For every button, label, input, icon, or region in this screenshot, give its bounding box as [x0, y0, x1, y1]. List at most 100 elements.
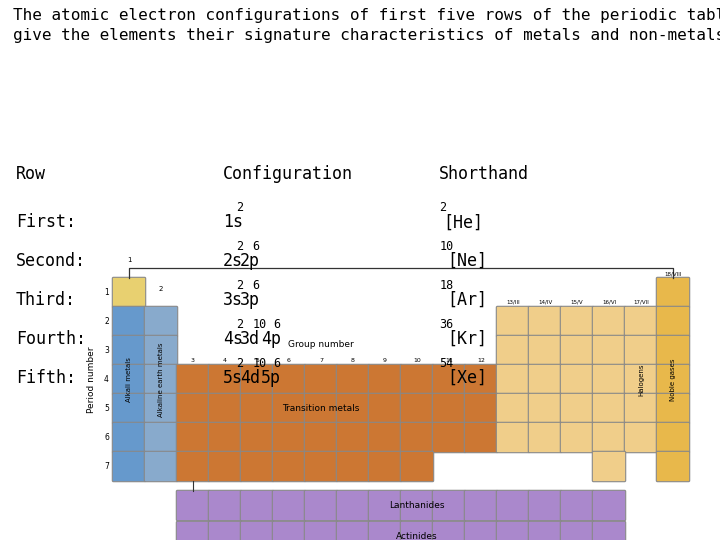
Text: 3: 3	[191, 358, 195, 363]
Text: 2: 2	[236, 318, 243, 331]
FancyBboxPatch shape	[560, 306, 594, 337]
FancyBboxPatch shape	[496, 306, 530, 337]
FancyBboxPatch shape	[240, 451, 274, 482]
Text: 2p: 2p	[240, 252, 260, 270]
FancyBboxPatch shape	[336, 521, 369, 540]
FancyBboxPatch shape	[272, 422, 306, 453]
Text: 1s: 1s	[223, 213, 243, 231]
FancyBboxPatch shape	[593, 521, 626, 540]
FancyBboxPatch shape	[496, 364, 530, 395]
FancyBboxPatch shape	[560, 422, 594, 453]
FancyBboxPatch shape	[112, 306, 145, 337]
FancyBboxPatch shape	[369, 451, 402, 482]
FancyBboxPatch shape	[305, 364, 338, 395]
Text: 4d: 4d	[240, 369, 260, 387]
FancyBboxPatch shape	[240, 490, 274, 521]
FancyBboxPatch shape	[305, 422, 338, 453]
FancyBboxPatch shape	[528, 521, 562, 540]
FancyBboxPatch shape	[272, 393, 306, 424]
Text: 4: 4	[104, 375, 109, 384]
FancyBboxPatch shape	[240, 364, 274, 395]
FancyBboxPatch shape	[176, 451, 210, 482]
Text: [Ne]: [Ne]	[448, 252, 487, 270]
FancyBboxPatch shape	[593, 364, 626, 395]
FancyBboxPatch shape	[144, 306, 178, 337]
Text: 2: 2	[236, 240, 243, 253]
Text: Fifth:: Fifth:	[16, 369, 76, 387]
FancyBboxPatch shape	[112, 393, 145, 424]
FancyBboxPatch shape	[208, 422, 242, 453]
FancyBboxPatch shape	[528, 393, 562, 424]
Text: 3d: 3d	[240, 330, 260, 348]
FancyBboxPatch shape	[208, 364, 242, 395]
FancyBboxPatch shape	[272, 490, 306, 521]
Text: 2: 2	[236, 357, 243, 370]
FancyBboxPatch shape	[369, 521, 402, 540]
Text: 2: 2	[439, 201, 446, 214]
FancyBboxPatch shape	[657, 335, 690, 366]
Text: 14/IV: 14/IV	[538, 300, 552, 305]
Text: 2: 2	[104, 317, 109, 326]
FancyBboxPatch shape	[593, 306, 626, 337]
Text: 17/VII: 17/VII	[633, 300, 649, 305]
Text: Third:: Third:	[16, 291, 76, 309]
Text: 5s: 5s	[223, 369, 243, 387]
FancyBboxPatch shape	[593, 335, 626, 366]
FancyBboxPatch shape	[112, 278, 145, 308]
FancyBboxPatch shape	[272, 521, 306, 540]
Text: Noble gases: Noble gases	[670, 358, 676, 401]
FancyBboxPatch shape	[369, 422, 402, 453]
Text: Row: Row	[16, 165, 46, 183]
FancyBboxPatch shape	[528, 490, 562, 521]
FancyBboxPatch shape	[305, 393, 338, 424]
Text: 6: 6	[274, 357, 281, 370]
Text: 2: 2	[236, 201, 243, 214]
FancyBboxPatch shape	[593, 451, 626, 482]
Text: The atomic electron configurations of first five rows of the periodic table
give: The atomic electron configurations of fi…	[13, 8, 720, 43]
Text: 10: 10	[253, 318, 267, 331]
Text: 11: 11	[445, 358, 453, 363]
FancyBboxPatch shape	[593, 422, 626, 453]
Text: 3p: 3p	[240, 291, 260, 309]
FancyBboxPatch shape	[624, 393, 657, 424]
FancyBboxPatch shape	[400, 364, 433, 395]
Text: Alkali metals: Alkali metals	[126, 357, 132, 402]
FancyBboxPatch shape	[528, 335, 562, 366]
FancyBboxPatch shape	[560, 490, 594, 521]
FancyBboxPatch shape	[432, 422, 466, 453]
FancyBboxPatch shape	[305, 490, 338, 521]
Text: 6: 6	[104, 433, 109, 442]
Text: 1: 1	[104, 288, 109, 297]
Text: 7: 7	[104, 462, 109, 471]
FancyBboxPatch shape	[400, 451, 433, 482]
FancyBboxPatch shape	[496, 422, 530, 453]
FancyBboxPatch shape	[464, 490, 498, 521]
FancyBboxPatch shape	[369, 393, 402, 424]
Text: 18/VIII: 18/VIII	[665, 271, 682, 276]
FancyBboxPatch shape	[208, 451, 242, 482]
FancyBboxPatch shape	[432, 393, 466, 424]
FancyBboxPatch shape	[496, 490, 530, 521]
FancyBboxPatch shape	[464, 364, 498, 395]
Text: 5p: 5p	[261, 369, 281, 387]
FancyBboxPatch shape	[336, 364, 369, 395]
Text: 3s: 3s	[223, 291, 243, 309]
FancyBboxPatch shape	[272, 364, 306, 395]
FancyBboxPatch shape	[400, 422, 433, 453]
Text: 36: 36	[439, 318, 454, 331]
FancyBboxPatch shape	[560, 521, 594, 540]
Text: Shorthand: Shorthand	[439, 165, 529, 183]
FancyBboxPatch shape	[464, 521, 498, 540]
FancyBboxPatch shape	[400, 521, 433, 540]
FancyBboxPatch shape	[176, 521, 210, 540]
FancyBboxPatch shape	[305, 521, 338, 540]
FancyBboxPatch shape	[432, 490, 466, 521]
FancyBboxPatch shape	[144, 335, 178, 366]
Text: 16/VI: 16/VI	[602, 300, 616, 305]
FancyBboxPatch shape	[464, 422, 498, 453]
FancyBboxPatch shape	[400, 393, 433, 424]
Text: 7: 7	[319, 358, 323, 363]
Text: [He]: [He]	[444, 213, 483, 231]
Text: 10: 10	[413, 358, 421, 363]
FancyBboxPatch shape	[496, 335, 530, 366]
